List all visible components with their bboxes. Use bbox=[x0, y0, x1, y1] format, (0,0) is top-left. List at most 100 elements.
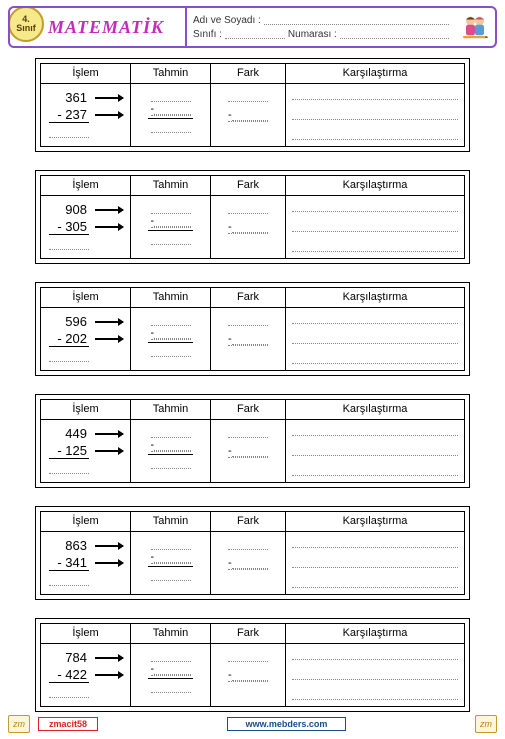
comparison-blank[interactable] bbox=[292, 334, 458, 344]
result-blank[interactable] bbox=[49, 464, 89, 474]
comparison-blank[interactable] bbox=[292, 314, 458, 324]
author-tag: zmacit58 bbox=[38, 717, 98, 731]
tahmin-a-blank[interactable] bbox=[151, 426, 191, 438]
operand-a: 908 bbox=[49, 202, 89, 217]
tahmin-a-blank[interactable] bbox=[151, 202, 191, 214]
arrow-icon bbox=[95, 114, 123, 116]
class-label: Sınıfı : bbox=[193, 29, 222, 40]
operand-a: 449 bbox=[49, 426, 89, 441]
fark-body bbox=[211, 420, 285, 482]
comparison-blank[interactable] bbox=[292, 538, 458, 548]
fark-a-blank[interactable] bbox=[228, 314, 268, 326]
col-header-tahmin: Tahmin bbox=[131, 288, 210, 308]
tahmin-b-blank[interactable] bbox=[151, 104, 191, 116]
fark-a-blank[interactable] bbox=[228, 90, 268, 102]
fark-b-blank[interactable] bbox=[228, 446, 268, 458]
comparison-blank[interactable] bbox=[292, 354, 458, 364]
tahmin-result-blank[interactable] bbox=[151, 457, 191, 469]
islem-body: 784 - 422 bbox=[41, 644, 130, 706]
islem-body: 596 - 202 bbox=[41, 308, 130, 370]
comparison-blank[interactable] bbox=[292, 446, 458, 456]
result-blank[interactable] bbox=[49, 240, 89, 250]
tahmin-divider bbox=[148, 342, 193, 343]
fark-a-blank[interactable] bbox=[228, 202, 268, 214]
col-header-islem: İşlem bbox=[41, 176, 130, 196]
number-field[interactable] bbox=[340, 29, 449, 39]
tahmin-result-blank[interactable] bbox=[151, 681, 191, 693]
tahmin-divider bbox=[148, 230, 193, 231]
result-blank[interactable] bbox=[49, 128, 89, 138]
fark-a-blank[interactable] bbox=[228, 538, 268, 550]
arrow-icon bbox=[95, 450, 123, 452]
karsilastirma-body bbox=[286, 532, 464, 594]
problem-box: İşlem 863 - 341 Tahmin bbox=[35, 506, 470, 600]
tahmin-a-blank[interactable] bbox=[151, 650, 191, 662]
col-header-fark: Fark bbox=[211, 176, 285, 196]
tahmin-result-blank[interactable] bbox=[151, 569, 191, 581]
comparison-blank[interactable] bbox=[292, 90, 458, 100]
fark-b-blank[interactable] bbox=[228, 110, 268, 122]
problem-box: İşlem 784 - 422 Tahmin bbox=[35, 618, 470, 712]
tahmin-a-blank[interactable] bbox=[151, 90, 191, 102]
col-header-karsilastirma: Karşılaştırma bbox=[286, 64, 464, 84]
comparison-blank[interactable] bbox=[292, 466, 458, 476]
comparison-blank[interactable] bbox=[292, 670, 458, 680]
islem-body: 908 - 305 bbox=[41, 196, 130, 258]
fark-a-blank[interactable] bbox=[228, 650, 268, 662]
tahmin-result-blank[interactable] bbox=[151, 345, 191, 357]
tahmin-a-blank[interactable] bbox=[151, 314, 191, 326]
result-blank[interactable] bbox=[49, 352, 89, 362]
comparison-blank[interactable] bbox=[292, 578, 458, 588]
col-header-tahmin: Tahmin bbox=[131, 624, 210, 644]
comparison-blank[interactable] bbox=[292, 222, 458, 232]
tahmin-b-blank[interactable] bbox=[151, 328, 191, 340]
col-header-karsilastirma: Karşılaştırma bbox=[286, 512, 464, 532]
arrow-icon bbox=[95, 545, 123, 547]
tahmin-b-blank[interactable] bbox=[151, 664, 191, 676]
col-header-fark: Fark bbox=[211, 400, 285, 420]
arrow-icon bbox=[95, 97, 123, 99]
tahmin-b-blank[interactable] bbox=[151, 552, 191, 564]
class-field[interactable] bbox=[225, 29, 285, 39]
problem-box: İşlem 361 - 237 Tahmin bbox=[35, 58, 470, 152]
col-header-karsilastirma: Karşılaştırma bbox=[286, 400, 464, 420]
tahmin-body bbox=[131, 644, 210, 706]
comparison-blank[interactable] bbox=[292, 426, 458, 436]
fark-b-blank[interactable] bbox=[228, 670, 268, 682]
col-header-karsilastirma: Karşılaştırma bbox=[286, 176, 464, 196]
operand-a: 863 bbox=[49, 538, 89, 553]
fark-b-blank[interactable] bbox=[228, 558, 268, 570]
col-header-tahmin: Tahmin bbox=[131, 64, 210, 84]
col-header-islem: İşlem bbox=[41, 624, 130, 644]
grade-badge: 4. Sınıf bbox=[8, 6, 44, 42]
comparison-blank[interactable] bbox=[292, 650, 458, 660]
col-header-islem: İşlem bbox=[41, 512, 130, 532]
name-field[interactable] bbox=[264, 15, 449, 25]
tahmin-b-blank[interactable] bbox=[151, 216, 191, 228]
tahmin-result-blank[interactable] bbox=[151, 233, 191, 245]
operand-a: 784 bbox=[49, 650, 89, 665]
col-header-karsilastirma: Karşılaştırma bbox=[286, 288, 464, 308]
fark-b-blank[interactable] bbox=[228, 334, 268, 346]
comparison-blank[interactable] bbox=[292, 242, 458, 252]
islem-body: 449 - 125 bbox=[41, 420, 130, 482]
fark-body bbox=[211, 308, 285, 370]
tahmin-b-blank[interactable] bbox=[151, 440, 191, 452]
col-header-fark: Fark bbox=[211, 288, 285, 308]
comparison-blank[interactable] bbox=[292, 202, 458, 212]
page-footer: zm zmacit58 www.mebders.com zm bbox=[8, 715, 497, 733]
comparison-blank[interactable] bbox=[292, 130, 458, 140]
comparison-blank[interactable] bbox=[292, 558, 458, 568]
fark-a-blank[interactable] bbox=[228, 426, 268, 438]
arrow-icon bbox=[95, 562, 123, 564]
islem-body: 863 - 341 bbox=[41, 532, 130, 594]
comparison-blank[interactable] bbox=[292, 690, 458, 700]
result-blank[interactable] bbox=[49, 688, 89, 698]
comparison-blank[interactable] bbox=[292, 110, 458, 120]
tahmin-result-blank[interactable] bbox=[151, 121, 191, 133]
tahmin-a-blank[interactable] bbox=[151, 538, 191, 550]
fark-b-blank[interactable] bbox=[228, 222, 268, 234]
result-blank[interactable] bbox=[49, 576, 89, 586]
col-header-tahmin: Tahmin bbox=[131, 176, 210, 196]
problem-box: İşlem 596 - 202 Tahmin bbox=[35, 282, 470, 376]
